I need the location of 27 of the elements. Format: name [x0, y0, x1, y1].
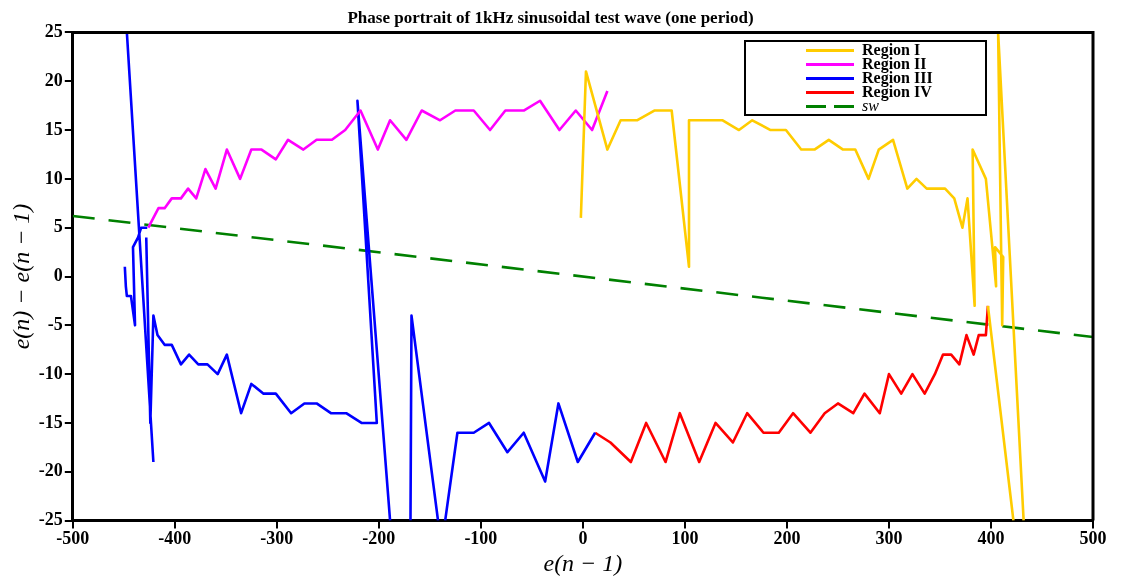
y-tick-label: 0	[53, 265, 63, 286]
y-tick-label: 25	[44, 21, 63, 42]
x-tick-label: -300	[260, 528, 294, 549]
x-tick-label: -200	[362, 528, 396, 549]
x-tick-label: -500	[56, 528, 90, 549]
legend-label: sw	[862, 97, 879, 115]
x-axis-title: e(n − 1)	[543, 549, 623, 576]
x-tick-label: 500	[1079, 528, 1107, 549]
x-tick-label: 400	[977, 528, 1005, 549]
chart-title: Phase portrait of 1kHz sinusoidal test wave (one period)	[347, 7, 754, 27]
x-tick-label: 0	[578, 528, 588, 549]
y-tick-label: -15	[38, 411, 63, 432]
x-tick-label: 300	[875, 528, 903, 549]
legend-label: Region I	[862, 41, 921, 59]
y-tick-label: 10	[44, 167, 63, 188]
x-tick-label: -100	[464, 528, 498, 549]
y-tick-label: -10	[38, 362, 63, 383]
x-tick-label: -400	[158, 528, 192, 549]
y-tick-label: 20	[44, 69, 63, 90]
y-tick-label: -20	[38, 460, 63, 481]
x-tick-label: 200	[773, 528, 801, 549]
y-axis-title: e(n) − e(n − 1)	[7, 203, 34, 350]
y-tick-label: 5	[53, 216, 63, 237]
y-tick-label: -25	[38, 509, 63, 530]
y-tick-label: -5	[47, 313, 63, 334]
y-tick-label: 15	[44, 118, 63, 139]
x-tick-label: 100	[671, 528, 699, 549]
